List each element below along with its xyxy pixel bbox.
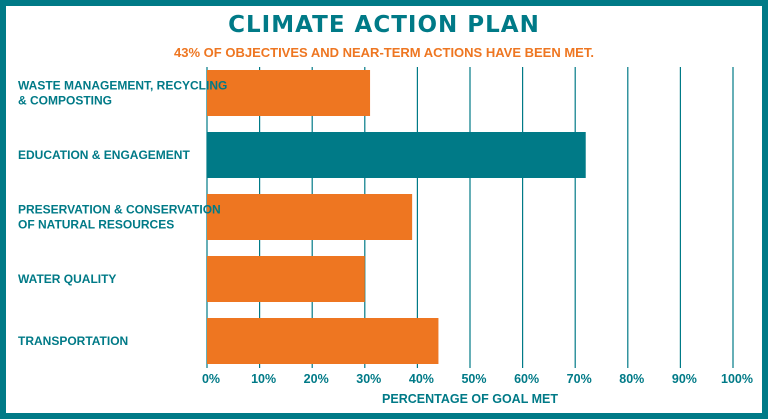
bar (207, 132, 586, 178)
bar (207, 70, 371, 116)
bar (207, 194, 413, 240)
tick-label: 40% (409, 372, 434, 386)
tick-label: 60% (514, 372, 539, 386)
category-label: OF NATURAL RESOURCES (18, 218, 174, 232)
x-axis-label: PERCENTAGE OF GOAL MET (382, 392, 558, 406)
category-label: PRESERVATION & CONSERVATION (18, 203, 221, 217)
tick-label: 20% (304, 372, 329, 386)
chart-title: CLIMATE ACTION PLAN (228, 12, 540, 38)
category-label: EDUCATION & ENGAGEMENT (18, 148, 190, 162)
tick-label: 50% (461, 372, 486, 386)
tick-label: 0% (202, 372, 220, 386)
tick-label: 90% (672, 372, 697, 386)
chart-subtitle: 43% OF OBJECTIVES AND NEAR-TERM ACTIONS … (174, 45, 594, 60)
tick-label: 70% (567, 372, 592, 386)
category-label: TRANSPORTATION (18, 334, 128, 348)
bar (207, 318, 439, 364)
tick-label: 30% (356, 372, 381, 386)
category-label: WASTE MANAGEMENT, RECYCLING (18, 79, 227, 93)
tick-label: 100% (721, 372, 753, 386)
tick-label: 10% (251, 372, 276, 386)
tick-label: 80% (619, 372, 644, 386)
category-label: & COMPOSTING (18, 94, 112, 108)
category-label: WATER QUALITY (18, 272, 116, 286)
bar (207, 256, 365, 302)
